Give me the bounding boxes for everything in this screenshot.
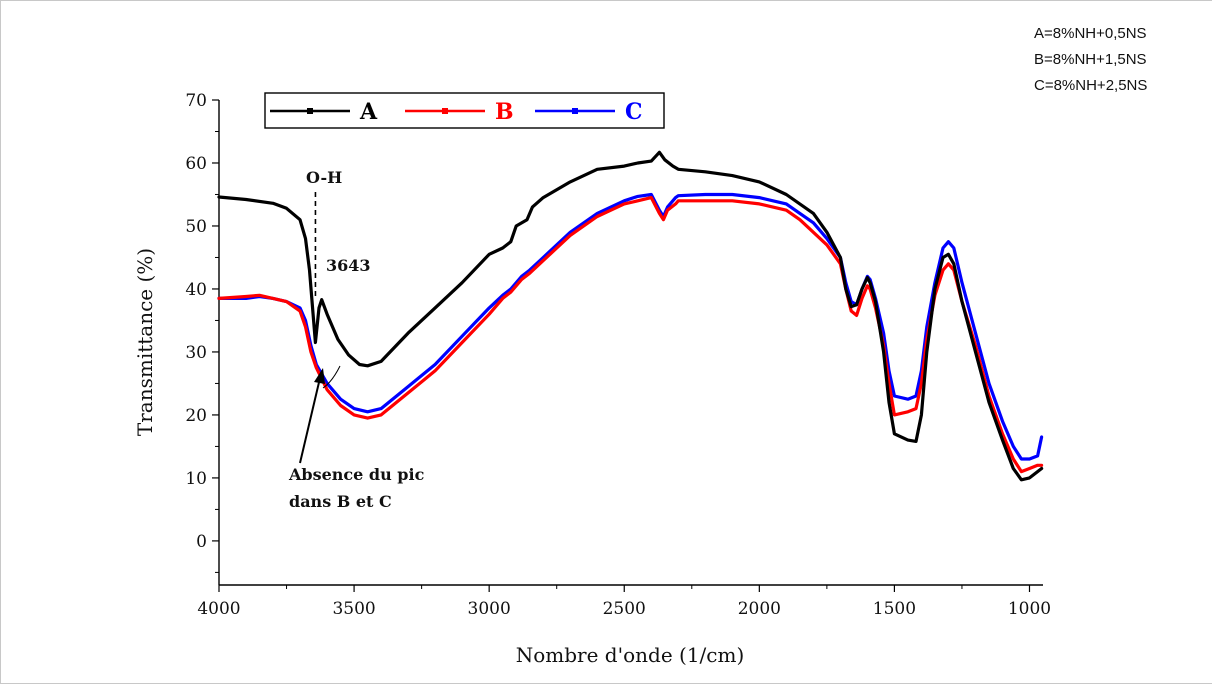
legend-label-A: A — [359, 99, 378, 125]
x-tick-label: 2000 — [738, 599, 781, 619]
composition-label: C=8%NH+2,5NS — [1034, 77, 1147, 94]
legend-marker-B — [442, 108, 448, 114]
y-tick-label: 70 — [185, 91, 207, 111]
x-tick-label: 1500 — [873, 599, 916, 619]
legend-marker-A — [307, 108, 313, 114]
composition-label: A=8%NH+0,5NS — [1034, 25, 1147, 42]
oh-annotation: O-H 3643 — [306, 168, 371, 300]
absence-pointer-curve — [322, 365, 341, 389]
absence-label-line1: Absence du pic — [288, 465, 425, 484]
y-tick-label: 60 — [185, 154, 207, 174]
x-axis-title: Nombre d'onde (1/cm) — [516, 643, 745, 667]
series-line-C — [217, 192, 1044, 461]
legend-marker-C — [572, 108, 578, 114]
absence-label-line2: dans B et C — [289, 492, 392, 511]
y-tick-label: 50 — [185, 217, 207, 237]
series-layer — [217, 150, 1044, 482]
absence-arrow-head — [314, 368, 325, 384]
y-tick-label: 0 — [196, 532, 207, 552]
oh-wavenumber-label: 3643 — [326, 256, 371, 275]
absence-arrow-line — [299, 377, 321, 464]
x-tick-label: 1000 — [1008, 599, 1051, 619]
legend: A B C — [264, 92, 665, 129]
x-tick-label: 4000 — [197, 599, 240, 619]
y-tick-label: 30 — [185, 343, 207, 363]
y-tick-label: 40 — [185, 280, 207, 300]
y-tick-label: 10 — [185, 469, 207, 489]
axes — [218, 100, 1043, 586]
y-tick-label: 20 — [185, 406, 207, 426]
series-line-B — [217, 196, 1044, 474]
y-axis-title: Transmittance (%) — [133, 248, 157, 436]
series-line-A — [217, 150, 1044, 482]
absence-annotation: Absence du pic dans B et C — [288, 365, 425, 511]
x-ticks: 4000 3500 3000 2500 2000 1500 1000 — [197, 585, 1051, 619]
composition-labels: A=8%NH+0,5NS B=8%NH+1,5NS C=8%NH+2,5NS — [1034, 25, 1147, 94]
oh-label: O-H — [306, 168, 342, 187]
x-tick-label: 3000 — [468, 599, 511, 619]
legend-label-B: B — [495, 99, 514, 125]
x-tick-label: 2500 — [603, 599, 646, 619]
x-tick-label: 3500 — [332, 599, 375, 619]
composition-label: B=8%NH+1,5NS — [1034, 51, 1147, 68]
y-ticks: 0 10 20 30 40 50 60 70 — [185, 91, 219, 573]
legend-label-C: C — [625, 99, 643, 125]
